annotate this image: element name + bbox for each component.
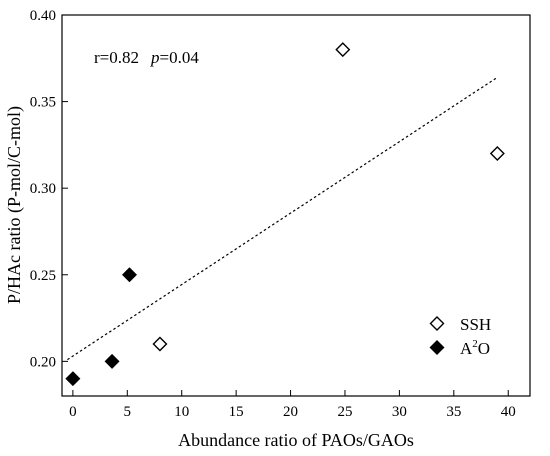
y-tick-label: 0.30 — [30, 181, 56, 197]
trendline-group — [67, 76, 498, 361]
x-tick-label: 25 — [337, 404, 352, 420]
x-tick-label: 10 — [174, 404, 189, 420]
x-tick-label: 5 — [124, 404, 132, 420]
ssh-point — [489, 146, 505, 162]
a2o-point — [121, 267, 137, 283]
legend-a2o-tail: O — [478, 339, 490, 358]
x-tick-label: 20 — [283, 404, 298, 420]
a2o-point — [104, 353, 120, 369]
axis-ticks: 0 5 10 15 20 25 30 35 40 0.20 0.25 0.30 0.35 0.40 — [30, 8, 516, 420]
legend-a2o-sup: 2 — [472, 338, 478, 350]
annotation-r: r=0.82 — [94, 48, 139, 67]
annotation-p-symbol: p — [150, 48, 160, 67]
legend-marker-ssh — [429, 316, 445, 331]
legend-marker-a2o — [429, 340, 445, 355]
x-tick-label: 35 — [446, 404, 461, 420]
y-tick-label: 0.40 — [30, 8, 56, 24]
ssh-point — [152, 336, 168, 352]
a2o-point — [65, 371, 81, 387]
ssh-point — [335, 42, 351, 58]
x-tick-label: 30 — [392, 404, 407, 420]
data-points — [65, 42, 505, 387]
y-tick-label: 0.25 — [30, 268, 56, 284]
trendline — [67, 76, 498, 361]
legend-label-ssh: SSH — [460, 315, 491, 334]
legend-a2o-base: A — [460, 339, 473, 358]
y-tick-label: 0.20 — [30, 354, 56, 370]
legend-label-a2o: A2O — [460, 338, 490, 358]
plot-frame — [61, 14, 531, 397]
annotation-p: p=0.04 — [150, 48, 199, 67]
x-tick-label: 40 — [501, 404, 516, 420]
y-tick-label: 0.35 — [30, 95, 56, 111]
x-tick-label: 15 — [229, 404, 244, 420]
x-tick-label: 0 — [69, 404, 77, 420]
legend: SSH A2O — [429, 315, 491, 358]
y-axis-label: P/HAc ratio (P-mol/C-mol) — [4, 106, 25, 304]
x-axis-label: Abundance ratio of PAOs/GAOs — [178, 430, 414, 450]
annotation-p-value: =0.04 — [160, 48, 200, 67]
